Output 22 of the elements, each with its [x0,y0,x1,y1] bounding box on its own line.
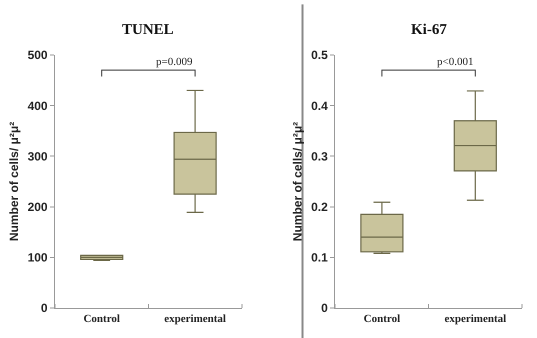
y-tick-label: 0.5 [311,48,328,62]
y-tick-label: 500 [28,48,48,62]
annotation: p<0.001 [437,56,474,68]
y-tick-label: 400 [28,98,48,113]
x-tick-label: Control [364,313,400,326]
annotation: p=0.009 [156,56,193,68]
y-tick-label: 0 [40,301,48,316]
y-tick-label: 0.1 [311,250,328,265]
x-tick-label: Control [83,313,120,326]
x-tick-label: experimental [444,313,506,326]
chart-title: Ki-67 [411,22,448,38]
y-tick-label: 0.4 [311,98,328,113]
y-axis-title: Number of cells/ μ²μ² [6,122,21,242]
y-tick-label: 200 [28,200,48,214]
y-tick-label: 0.3 [311,149,328,164]
chart-title: TUNEL [122,22,174,38]
y-tick-label: 0.2 [311,200,328,214]
y-tick-label: 100 [28,250,48,265]
y-tick-label: 300 [28,149,48,164]
x-tick-label: experimental [164,313,226,326]
y-axis-title: Number of cells/ μ²μ² [290,122,304,242]
y-tick-label: 0 [321,301,328,316]
